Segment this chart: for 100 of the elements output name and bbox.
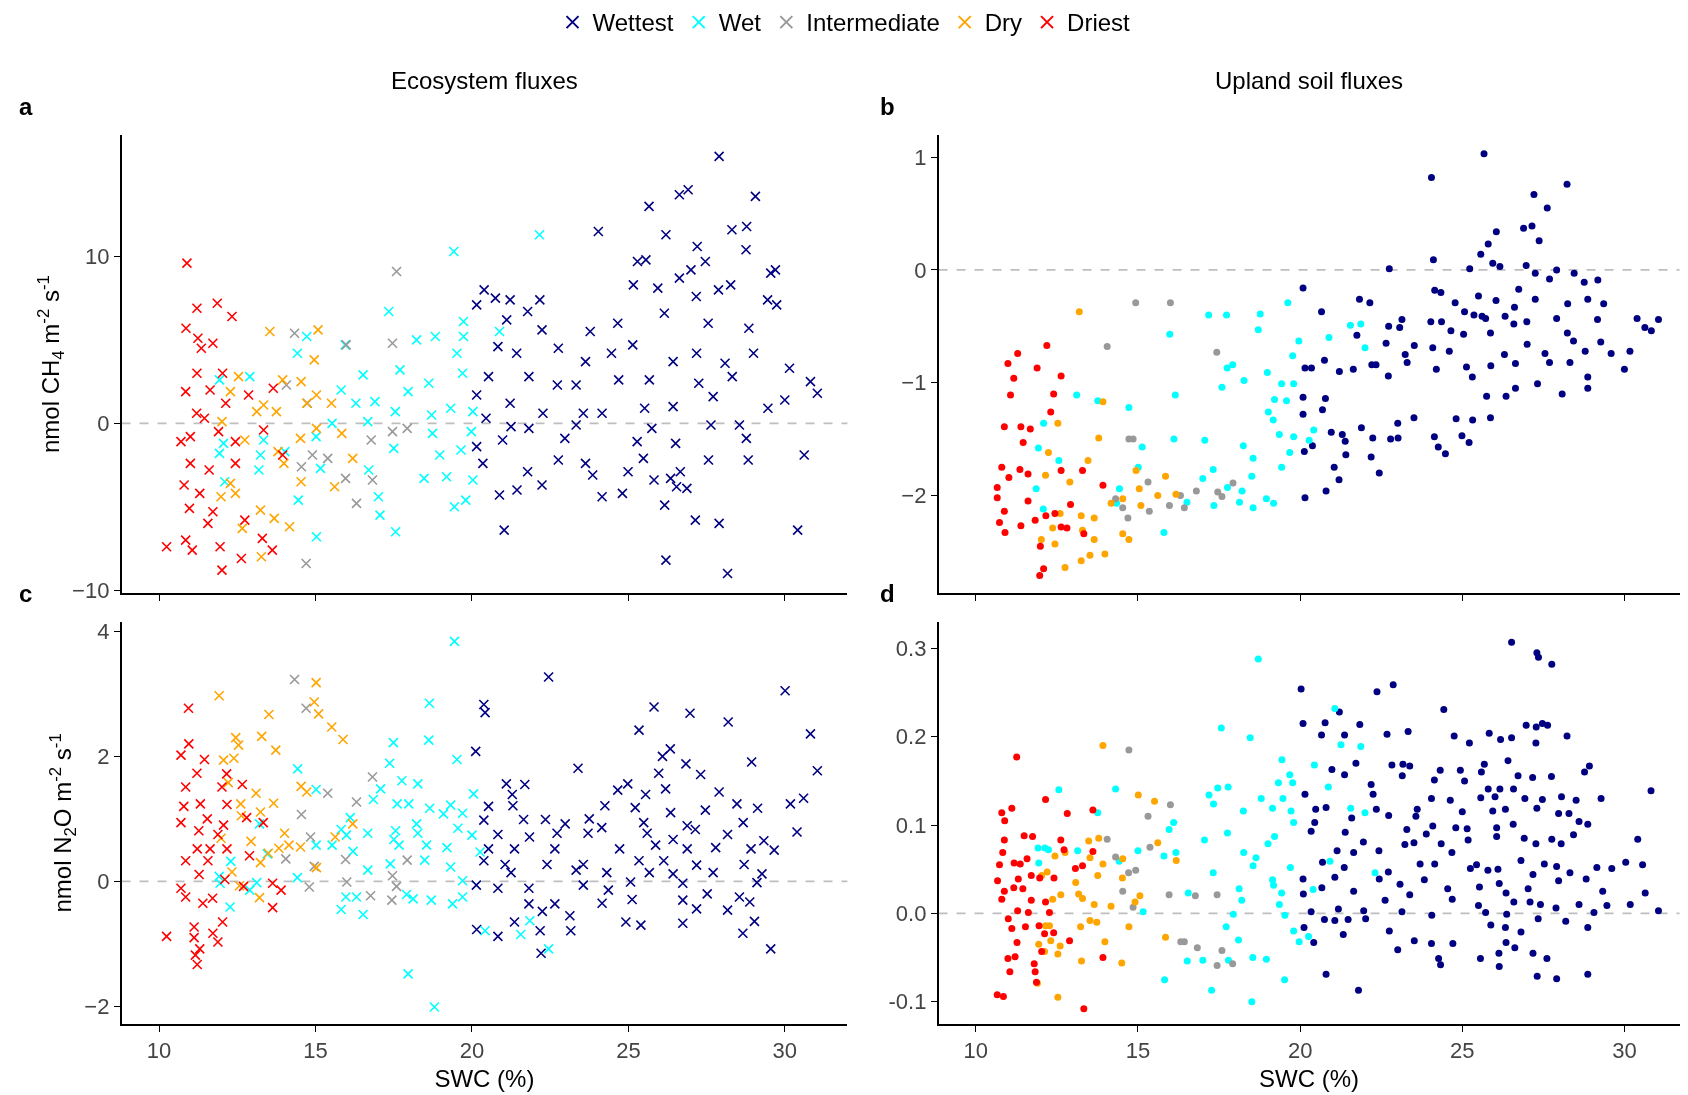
point xyxy=(1051,540,1059,548)
point xyxy=(1101,938,1109,946)
point xyxy=(1213,891,1221,899)
point xyxy=(175,882,187,894)
point xyxy=(1172,490,1180,498)
point xyxy=(1180,504,1188,512)
point xyxy=(1125,923,1133,931)
point xyxy=(996,518,1003,526)
point xyxy=(237,523,248,534)
point xyxy=(180,534,191,546)
point xyxy=(1107,902,1115,910)
point xyxy=(218,438,229,449)
point xyxy=(277,449,288,461)
point xyxy=(180,781,191,793)
y-tick-label: 0 xyxy=(914,257,927,283)
point xyxy=(1057,836,1065,844)
point xyxy=(1037,535,1045,543)
point xyxy=(441,471,452,482)
point xyxy=(310,677,322,688)
point xyxy=(1042,471,1050,479)
point xyxy=(1310,426,1318,434)
point xyxy=(1239,442,1247,450)
point xyxy=(180,891,191,903)
point xyxy=(1090,514,1098,522)
point xyxy=(253,464,265,476)
point xyxy=(1209,465,1217,473)
point xyxy=(1201,436,1209,444)
point xyxy=(1129,903,1137,911)
point xyxy=(1001,529,1009,537)
point xyxy=(1047,408,1055,416)
point xyxy=(1223,311,1231,319)
point xyxy=(207,337,219,349)
point xyxy=(215,832,227,844)
point xyxy=(1132,467,1140,475)
point xyxy=(264,326,276,337)
point xyxy=(1205,311,1213,319)
point xyxy=(292,347,303,359)
point xyxy=(467,474,479,486)
point xyxy=(1055,456,1063,464)
legend-label: Driest xyxy=(1067,9,1131,37)
y-tick-label: 1 xyxy=(914,144,927,170)
point xyxy=(1080,530,1088,538)
point xyxy=(1050,874,1058,882)
point xyxy=(258,424,269,436)
point xyxy=(322,453,334,464)
point xyxy=(1073,391,1081,399)
point xyxy=(1135,485,1143,493)
point xyxy=(191,843,203,855)
point xyxy=(1040,565,1048,573)
point xyxy=(1254,326,1262,334)
x-axis-title: SWC (%) xyxy=(1259,1064,1360,1092)
point xyxy=(1042,898,1050,906)
point xyxy=(251,406,262,417)
point xyxy=(1256,310,1264,318)
point xyxy=(185,458,196,469)
point xyxy=(178,479,190,491)
point xyxy=(195,798,206,810)
point xyxy=(434,449,446,461)
point xyxy=(351,796,362,808)
point xyxy=(335,384,347,396)
point xyxy=(1137,502,1145,510)
point xyxy=(307,449,318,461)
point xyxy=(237,779,248,790)
point xyxy=(239,434,251,446)
point xyxy=(181,257,193,269)
point xyxy=(1162,933,1170,941)
legend-label: Wettest xyxy=(592,9,674,37)
point xyxy=(1263,369,1271,377)
point xyxy=(204,843,216,855)
point xyxy=(1079,862,1087,870)
point xyxy=(217,916,228,928)
y-tick-label: −10 xyxy=(72,577,110,603)
point xyxy=(1047,937,1055,945)
point xyxy=(1107,499,1115,507)
x-axis-title: SWC (%) xyxy=(434,1064,535,1092)
point xyxy=(256,731,267,742)
point xyxy=(418,473,430,484)
text: d xyxy=(880,580,895,607)
point xyxy=(1006,968,1014,976)
point xyxy=(278,458,290,469)
point xyxy=(1020,832,1028,840)
text: c xyxy=(19,580,33,607)
point xyxy=(1063,810,1071,818)
point xyxy=(1029,833,1037,841)
point xyxy=(1119,495,1127,503)
point xyxy=(178,801,190,812)
point xyxy=(221,768,232,780)
point xyxy=(183,738,195,750)
point xyxy=(255,504,266,516)
point xyxy=(1011,953,1019,961)
point xyxy=(1099,481,1107,489)
point xyxy=(1283,397,1291,405)
point xyxy=(1077,512,1085,520)
point xyxy=(1095,434,1103,442)
point xyxy=(301,331,313,342)
point xyxy=(1050,390,1058,398)
point xyxy=(390,526,401,538)
point xyxy=(1193,944,1201,952)
point xyxy=(1132,866,1140,874)
point xyxy=(216,564,228,576)
